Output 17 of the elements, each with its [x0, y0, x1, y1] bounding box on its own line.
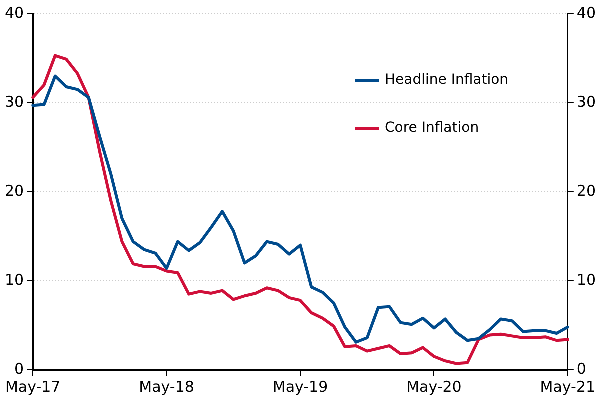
x-tick-label: May-21 [540, 378, 596, 396]
legend-label: Core Inflation [385, 120, 480, 136]
y2-tick-label: 40 [576, 4, 596, 22]
y-tick-label: 0 [14, 360, 24, 378]
y-tick-label: 30 [4, 92, 24, 111]
y-tick-label: 10 [4, 270, 24, 289]
legend-label: Headline Inflation [385, 72, 509, 88]
y2-tick-label: 10 [576, 270, 596, 289]
y-tick-label: 40 [4, 4, 24, 22]
x-tick-label: May-20 [406, 378, 462, 396]
y2-tick-label: 30 [576, 92, 596, 111]
x-tick-label: May-19 [272, 378, 328, 396]
x-tick-label: May-18 [139, 378, 194, 396]
y2-tick-label: 20 [576, 182, 596, 200]
x-tick-label: May-17 [5, 378, 61, 396]
y-tick-label: 20 [4, 182, 24, 200]
y2-tick-label: 0 [576, 360, 586, 378]
